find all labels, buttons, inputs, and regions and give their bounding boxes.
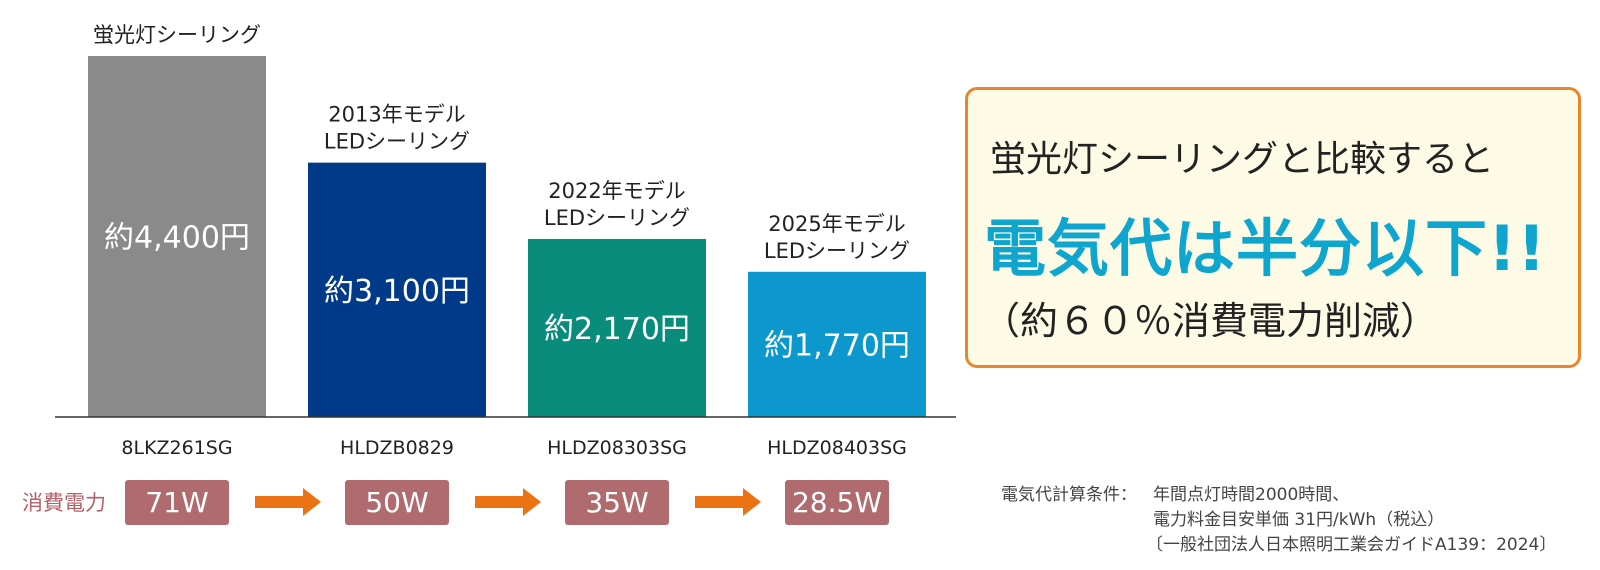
power-row-label: 消費電力 <box>22 491 106 515</box>
calculation-condition-rate: 電力料金目安単価 31円/kWh（税込） <box>1153 510 1445 530</box>
power-box <box>345 480 449 525</box>
comparison-callout: 蛍光灯シーリングと比較すると 電気代は半分以下!! （約６０％消費電力削減） <box>965 87 1581 368</box>
power-value-label: 28.5W <box>792 486 882 519</box>
bar <box>528 238 706 417</box>
bar-value-label: 約1,770円 <box>764 328 910 363</box>
bar-category-label: 2025年モデル <box>768 212 905 236</box>
bar-category-label: 2013年モデル <box>328 103 465 127</box>
bar-category-label: LEDシーリング <box>544 206 690 230</box>
callout-detail-text: （約６０％消費電力削減） <box>982 299 1439 343</box>
calculation-conditions-label: 電気代計算条件： <box>1001 485 1137 505</box>
model-number-label: HLDZB0829 <box>340 437 454 459</box>
power-value-label: 50W <box>365 486 428 519</box>
bar-category-label: 蛍光灯シーリング <box>93 23 261 47</box>
bar-value-label: 約4,400円 <box>104 221 250 256</box>
power-box <box>565 480 669 525</box>
bar-category-label: LEDシーリング <box>324 130 470 154</box>
calculation-condition-source: 〔一般社団法人日本照明工業会ガイドA139：2024〕 <box>1146 535 1557 555</box>
bar-category-label: LEDシーリング <box>764 239 910 263</box>
power-box <box>125 480 229 525</box>
callout-intro-text: 蛍光灯シーリングと比較すると <box>990 139 1495 180</box>
model-number-label: 8LKZ261SG <box>121 437 232 459</box>
power-value-label: 71W <box>145 486 208 519</box>
bar-value-label: 約2,170円 <box>544 312 690 347</box>
arrow-right-icon <box>695 488 761 516</box>
bar <box>748 271 926 417</box>
power-box <box>785 480 889 525</box>
arrow-right-icon <box>475 488 541 516</box>
power-value-label: 35W <box>585 486 648 519</box>
callout-headline: 電気代は半分以下!! <box>984 212 1547 285</box>
bar-category-label: 2022年モデル <box>548 179 685 203</box>
bar <box>308 162 486 417</box>
bar <box>88 56 266 417</box>
model-number-label: HLDZ08403SG <box>767 437 907 459</box>
model-number-label: HLDZ08303SG <box>547 437 687 459</box>
bar-value-label: 約3,100円 <box>324 274 470 309</box>
calculation-condition-hours: 年間点灯時間2000時間、 <box>1153 485 1350 505</box>
cost-bar-chart: 約4,400円 蛍光灯シーリング 8LKZ261SG 71W 約3,100円 2013年モ… <box>22 23 956 525</box>
arrow-right-icon <box>255 488 321 516</box>
